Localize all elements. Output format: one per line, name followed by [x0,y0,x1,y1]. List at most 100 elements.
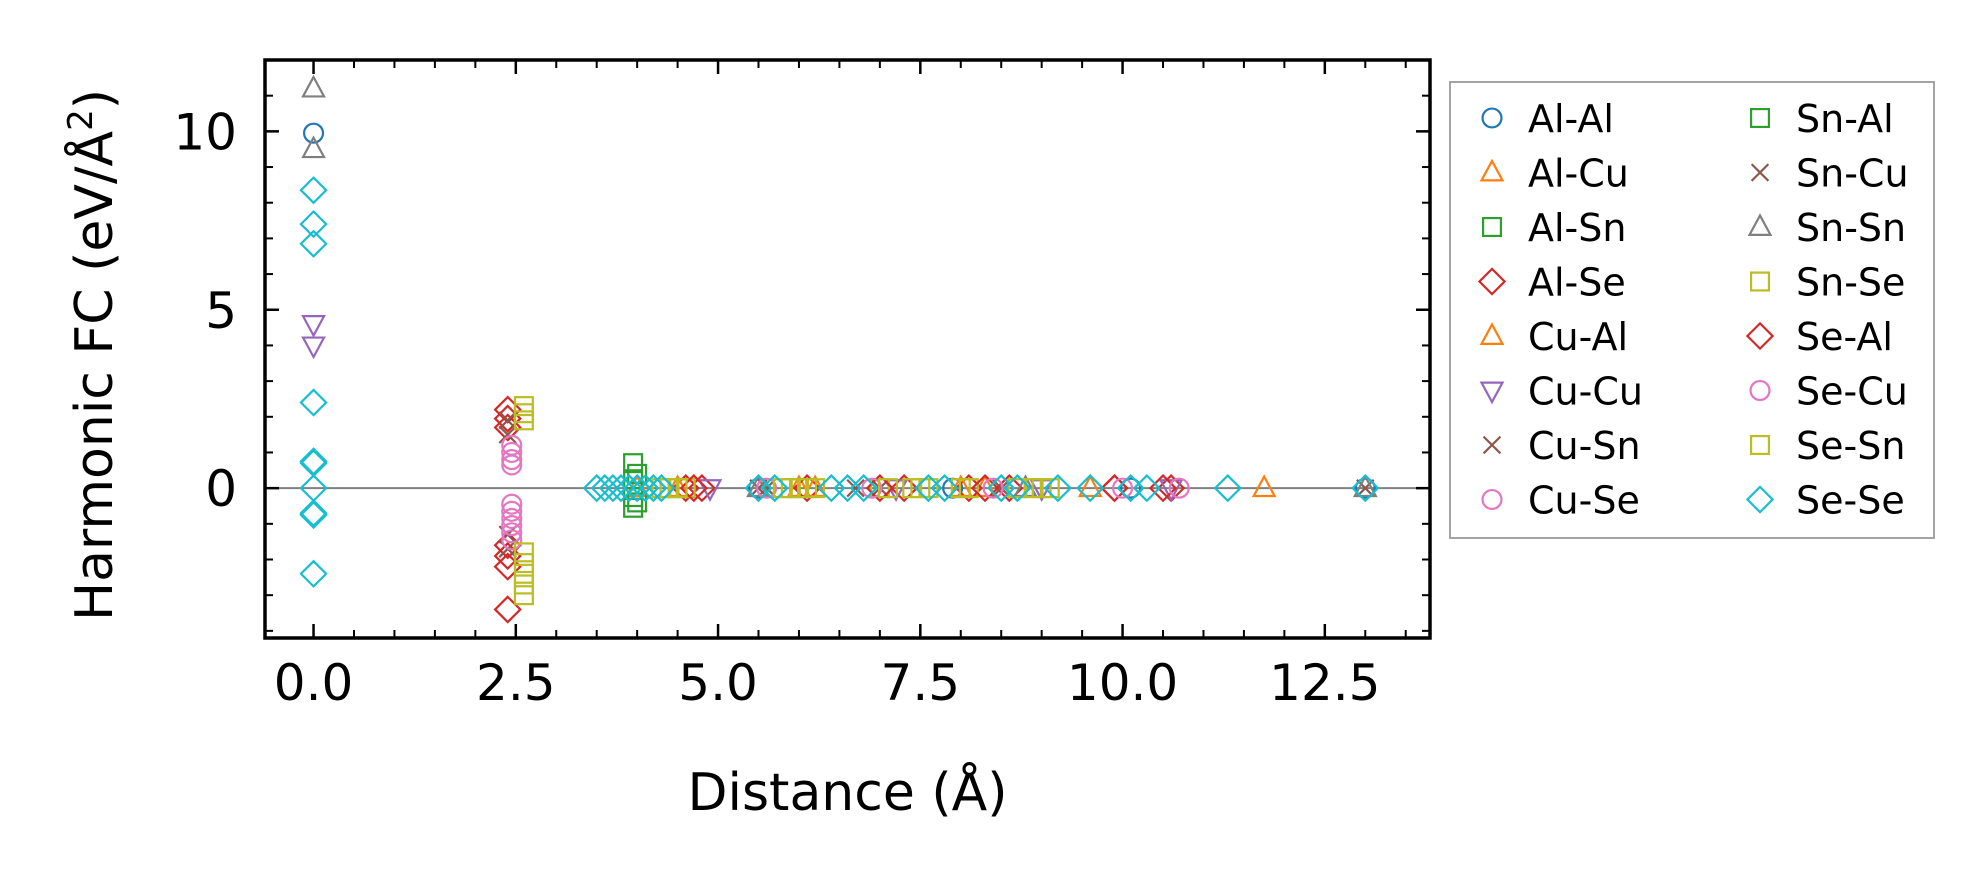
data-point [1352,474,1378,498]
data-point [788,478,809,499]
legend-label: Sn-Se [1796,261,1905,305]
data-point [861,477,883,499]
legend-marker [1482,435,1502,455]
data-point [501,449,523,471]
x-tick-label: 7.5 [881,654,961,712]
data-point [1120,477,1142,499]
legend-item: Al-Al [1481,97,1614,141]
data-point [493,541,522,571]
data-point [501,522,523,544]
data-point [501,500,523,522]
legend-item: Sn-Cu [1750,152,1909,196]
legend-item: Sn-Al [1749,97,1894,141]
legend-item: Se-Al [1745,315,1893,359]
legend-marker [1479,322,1505,345]
legend: Al-Al Al-Cu Al-Sn Al-Se Cu-Al Cu-Cu Cu-Sn Cu-Se… [1449,81,1935,539]
legend-frame [1449,81,1935,539]
data-point [1158,479,1184,503]
x-tick-label: 2.5 [476,654,556,712]
legend-marker [1749,434,1771,456]
data-point [651,478,672,499]
legend-marker [1481,216,1503,238]
data-point [679,473,708,503]
data-point [982,477,1004,499]
legend-item: Al-Cu [1479,152,1629,196]
series-cu-cu [301,315,1184,503]
data-point [889,473,919,503]
data-point [756,477,778,499]
legend-label: Al-Cu [1528,152,1629,196]
legend-marker [1749,271,1771,292]
legend-label: Cu-Se [1528,479,1640,523]
data-point [1251,474,1277,498]
y-tick-label: 0 [205,460,237,518]
data-point [513,542,534,563]
legend-item: Sn-Se [1749,261,1905,305]
legend-marker [1477,267,1507,296]
data-point [513,563,534,584]
legend-marker [1747,213,1773,236]
legend-item: Se-Se [1745,479,1905,523]
legend-label: Sn-Al [1796,97,1894,141]
data-point [1007,478,1028,499]
data-point [805,478,826,499]
data-point [623,497,644,518]
legend-label: Cu-Al [1528,315,1628,359]
legend-label: Cu-Sn [1528,424,1641,468]
y-tick-label: 5 [205,282,237,340]
series-cu-se [501,434,523,551]
data-point [498,425,517,444]
legend-label: Al-Se [1528,261,1626,305]
plot-frame [263,58,1432,640]
data-point [1213,473,1242,503]
data-point [627,463,648,484]
data-point [1043,473,1073,503]
data-point [877,478,898,499]
legend-item: Cu-Al [1479,315,1628,359]
data-point [493,552,522,581]
data-point [299,473,328,503]
data-point [493,595,522,624]
data-point [1031,478,1052,499]
data-point [501,493,523,515]
legend-item: Cu-Sn [1482,424,1641,468]
data-point [910,478,931,499]
data-point [647,473,676,503]
data-point [1351,473,1380,503]
x-tick-label: 12.5 [1269,654,1380,712]
legend-item: Se-Cu [1749,370,1908,414]
data-point [498,411,517,430]
data-point [493,413,522,442]
series-al-al [302,122,1376,499]
data-point [772,478,793,499]
legend-marker [1749,107,1771,129]
series-al-se [493,395,1186,624]
data-point [687,473,717,503]
data-point [301,315,326,338]
data-point [1003,473,1032,503]
legend-label: Se-Cu [1796,370,1908,414]
x-tick-label: 10.0 [1067,654,1178,712]
legend-item: Cu-Se [1481,479,1640,523]
legend-item: Cu-Cu [1479,370,1643,414]
data-point [501,441,523,464]
data-point [1168,477,1190,499]
data-point [299,229,328,258]
data-point [513,585,534,606]
data-point [301,135,326,159]
legend-marker [1745,321,1775,351]
x-tick-label: 0.0 [274,654,354,712]
data-point [299,498,328,528]
data-point [950,478,971,499]
series-sn-sn [301,74,1378,498]
data-point [501,529,523,551]
legend-marker [1481,488,1503,511]
data-point [501,507,523,530]
legend-item: Se-Sn [1749,424,1905,468]
legend-marker [1481,107,1503,129]
legend-label: Se-Al [1796,315,1893,359]
legend-marker [1745,485,1775,514]
data-point [513,574,534,595]
y-tick-label: 10 [173,103,237,161]
